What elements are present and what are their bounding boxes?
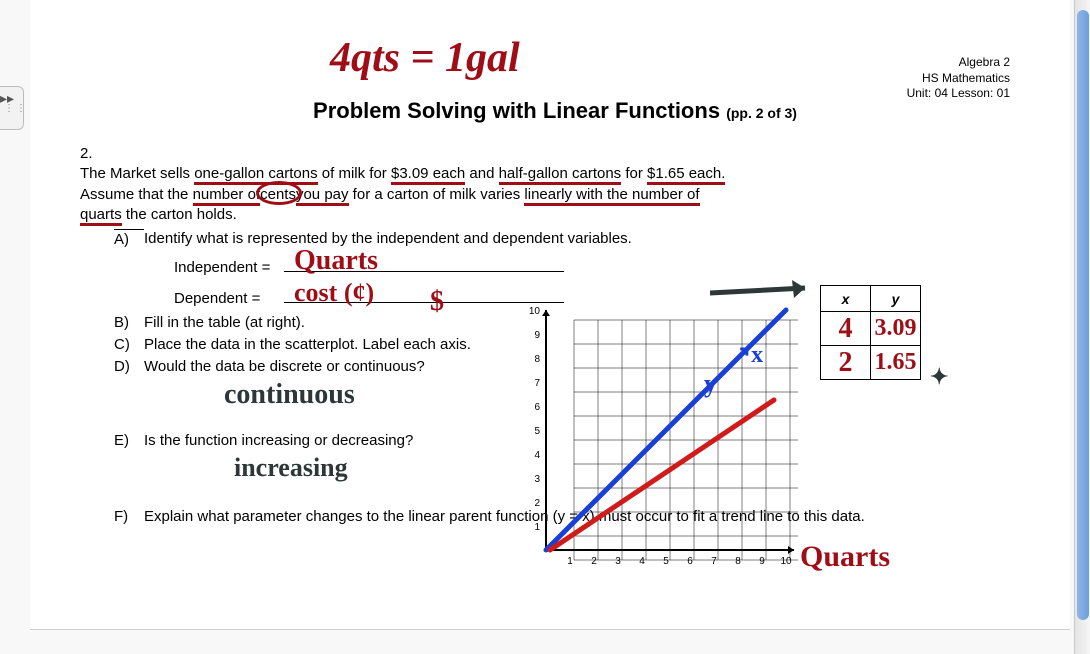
svg-text:7: 7	[534, 378, 540, 389]
svg-text:4: 4	[534, 450, 540, 461]
vertical-scrollbar[interactable]	[1074, 0, 1090, 654]
svg-text:9: 9	[759, 556, 765, 567]
xy-table: xy 43.09 21.65	[820, 285, 921, 380]
svg-text:6: 6	[534, 402, 540, 413]
scrollbar-thumb[interactable]	[1077, 10, 1089, 620]
svg-text:9: 9	[534, 330, 540, 341]
cell-y2: 1.65	[871, 346, 921, 380]
svg-text:7: 7	[711, 556, 717, 567]
expand-arrow: ▸▸	[0, 90, 14, 107]
title-sub: (pp. 2 of 3)	[726, 105, 797, 121]
svg-text:4: 4	[639, 556, 645, 567]
question-number: 2.	[80, 144, 104, 164]
svg-text:2: 2	[534, 498, 540, 509]
page-title: Problem Solving with Linear Functions (p…	[80, 98, 1030, 124]
document-page: Algebra 2 HS Mathematics Unit: 04 Lesson…	[30, 0, 1070, 630]
course-label: Algebra 2	[907, 55, 1010, 71]
scatterplot: y ↗x 1 2 3 4 5 6 7 8 9 10 1 2 3 4 5 6 7 8 9 10	[518, 300, 798, 580]
svg-text:8: 8	[735, 556, 741, 567]
handwritten-conversion: 4qts = 1gal	[330, 34, 520, 82]
independent-label: Independent =	[174, 258, 284, 278]
subject-label: HS Mathematics	[907, 71, 1010, 87]
title-main: Problem Solving with Linear Functions	[313, 98, 720, 123]
svg-text:5: 5	[534, 426, 540, 437]
part-A: A) Identify what is represented by the i…	[114, 229, 1030, 250]
svg-text:3: 3	[615, 556, 621, 567]
cell-x1: 4	[821, 312, 871, 346]
svg-text:6: 6	[687, 556, 693, 567]
svg-text:5: 5	[663, 556, 669, 567]
svg-text:2: 2	[591, 556, 597, 567]
svg-text:1: 1	[567, 556, 573, 567]
cell-y1: 3.09	[871, 312, 921, 346]
svg-text:↗x: ↗x	[731, 342, 763, 368]
svg-text:8: 8	[534, 354, 540, 365]
svg-text:3: 3	[534, 474, 540, 485]
svg-text:1: 1	[534, 522, 540, 533]
handwritten-dependent: cost (¢)	[294, 275, 374, 310]
unit-label: Unit: 04 Lesson: 01	[907, 86, 1010, 102]
col-y: y	[871, 286, 921, 312]
header-meta: Algebra 2 HS Mathematics Unit: 04 Lesson…	[907, 55, 1010, 102]
question-text: The Market sells one-gallon cartons of m…	[80, 164, 1010, 225]
svg-text:10: 10	[780, 556, 792, 567]
svg-text:10: 10	[529, 306, 541, 317]
footer-divider	[30, 629, 1070, 630]
cell-x2: 2	[821, 346, 871, 380]
handwritten-x-axis: Quarts	[800, 540, 890, 574]
dependent-label: Dependent =	[174, 289, 284, 309]
chart-svg: y ↗x 1 2 3 4 5 6 7 8 9 10 1 2 3 4 5 6 7 8 9 10	[518, 300, 798, 580]
svg-text:y: y	[704, 369, 717, 398]
col-x: x	[821, 286, 871, 312]
independent-blank: Quarts	[284, 252, 564, 272]
